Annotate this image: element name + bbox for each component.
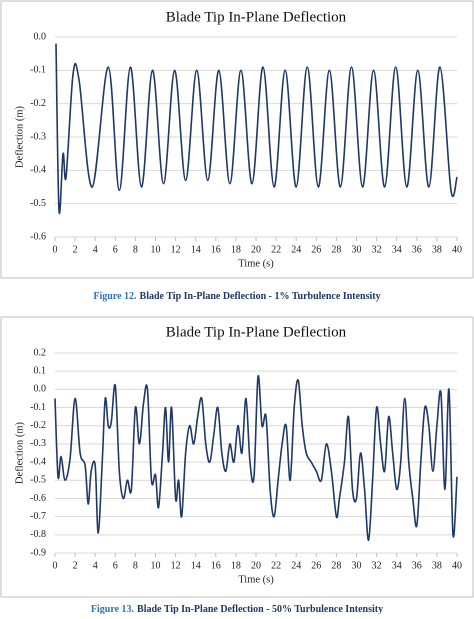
x-tick-label: 22 [271,560,281,571]
x-tick-label: 36 [412,244,422,255]
y-tick-label: -0.7 [30,511,46,522]
y-tick-label: -0.4 [30,165,46,176]
chart-title: Blade Tip In-Plane Deflection [166,9,347,25]
x-tick-label: 28 [331,244,341,255]
data-line [55,43,458,215]
x-tick-label: 20 [251,244,261,255]
figure-caption: Figure 12. Blade Tip In-Plane Deflection … [93,291,380,302]
x-tick-label: 32 [372,244,382,255]
x-tick-label: 12 [171,560,181,571]
y-tick-label: -0.9 [30,547,46,558]
x-axis-label: Time (s) [238,574,274,585]
figure-text: Blade Tip In-Plane Deflection - 50% Turb… [137,604,383,614]
x-tick-label: 4 [93,560,98,571]
x-tick-label: 18 [231,244,241,255]
x-tick-label: 2 [73,244,78,255]
data-line [54,375,458,542]
x-tick-label: 38 [432,560,442,571]
x-tick-label: 16 [211,244,221,255]
x-tick-label: 32 [372,560,382,571]
chart: Blade Tip In-Plane Deflection 0.0 -0.1 -0.2… [0,0,474,279]
y-tick-label: -0.5 [30,475,46,486]
y-tick-label: 0.2 [34,347,47,358]
figure-text: Blade Tip In-Plane Deflection - 1% Turbu… [140,291,381,302]
x-tick-label: 22 [271,244,281,255]
x-tick-label: 4 [93,244,98,255]
x-tick-label: 6 [113,244,118,255]
figure-caption: Figure 13. Blade Tip In-Plane Deflection … [91,604,383,614]
x-tick-label: 10 [151,244,161,255]
x-tick-label: 16 [211,560,221,571]
x-tick-label: 28 [331,560,341,571]
x-tick-label: 24 [291,560,301,571]
x-tick-label: 38 [432,244,442,255]
y-axis-label: Deflection (m) [14,421,25,484]
x-axis-label: Time (s) [238,258,274,269]
y-tick-label: -0.8 [30,529,46,540]
y-tick-label: -0.1 [30,65,46,76]
x-tick-label: 18 [231,560,241,571]
chart: Blade Tip In-Plane Deflection 0.2 0.1 0.0 -0… [0,316,474,598]
x-tick-label: 14 [191,244,201,255]
x-tick-label: 34 [392,560,402,571]
x-tick-label: 20 [251,560,261,571]
figure-label: Figure 12. [93,291,137,302]
x-tick-label: 40 [452,560,462,571]
x-tick-label: 8 [133,560,138,571]
x-tick-label: 40 [452,244,462,255]
x-tick-label: 10 [151,560,161,571]
y-tick-label: 0.1 [34,365,47,376]
x-tick-label: 12 [171,244,181,255]
y-tick-label: -0.5 [30,198,46,209]
y-tick-label: -0.3 [30,438,46,449]
y-axis-label: Deflection (m) [14,105,25,168]
y-tick-label: 0.0 [34,31,47,42]
y-tick-label: -0.1 [30,402,46,413]
x-tick-label: 26 [311,560,321,571]
y-tick-label: -0.4 [30,456,46,467]
chart-title: Blade Tip In-Plane Deflection [166,324,347,340]
x-tick-label: 30 [352,560,362,571]
y-tick-label: -0.2 [30,98,46,109]
x-tick-label: 2 [73,560,78,571]
figure-label: Figure 13. [91,604,135,614]
x-tick-label: 34 [392,244,402,255]
x-tick-label: 0 [53,560,58,571]
chart-frame [0,316,474,598]
x-tick-label: 24 [291,244,301,255]
x-tick-label: 0 [53,244,58,255]
x-tick-label: 14 [191,560,201,571]
x-tick-label: 6 [113,560,118,571]
x-tick-label: 30 [352,244,362,255]
y-tick-label: -0.6 [30,231,46,242]
y-tick-label: -0.6 [30,493,46,504]
x-tick-label: 26 [311,244,321,255]
y-tick-label: 0.0 [34,384,47,395]
chart-frame [0,0,474,279]
y-tick-label: -0.3 [30,131,46,142]
x-tick-label: 36 [412,560,422,571]
x-tick-label: 8 [133,244,138,255]
y-tick-label: -0.2 [30,420,46,431]
